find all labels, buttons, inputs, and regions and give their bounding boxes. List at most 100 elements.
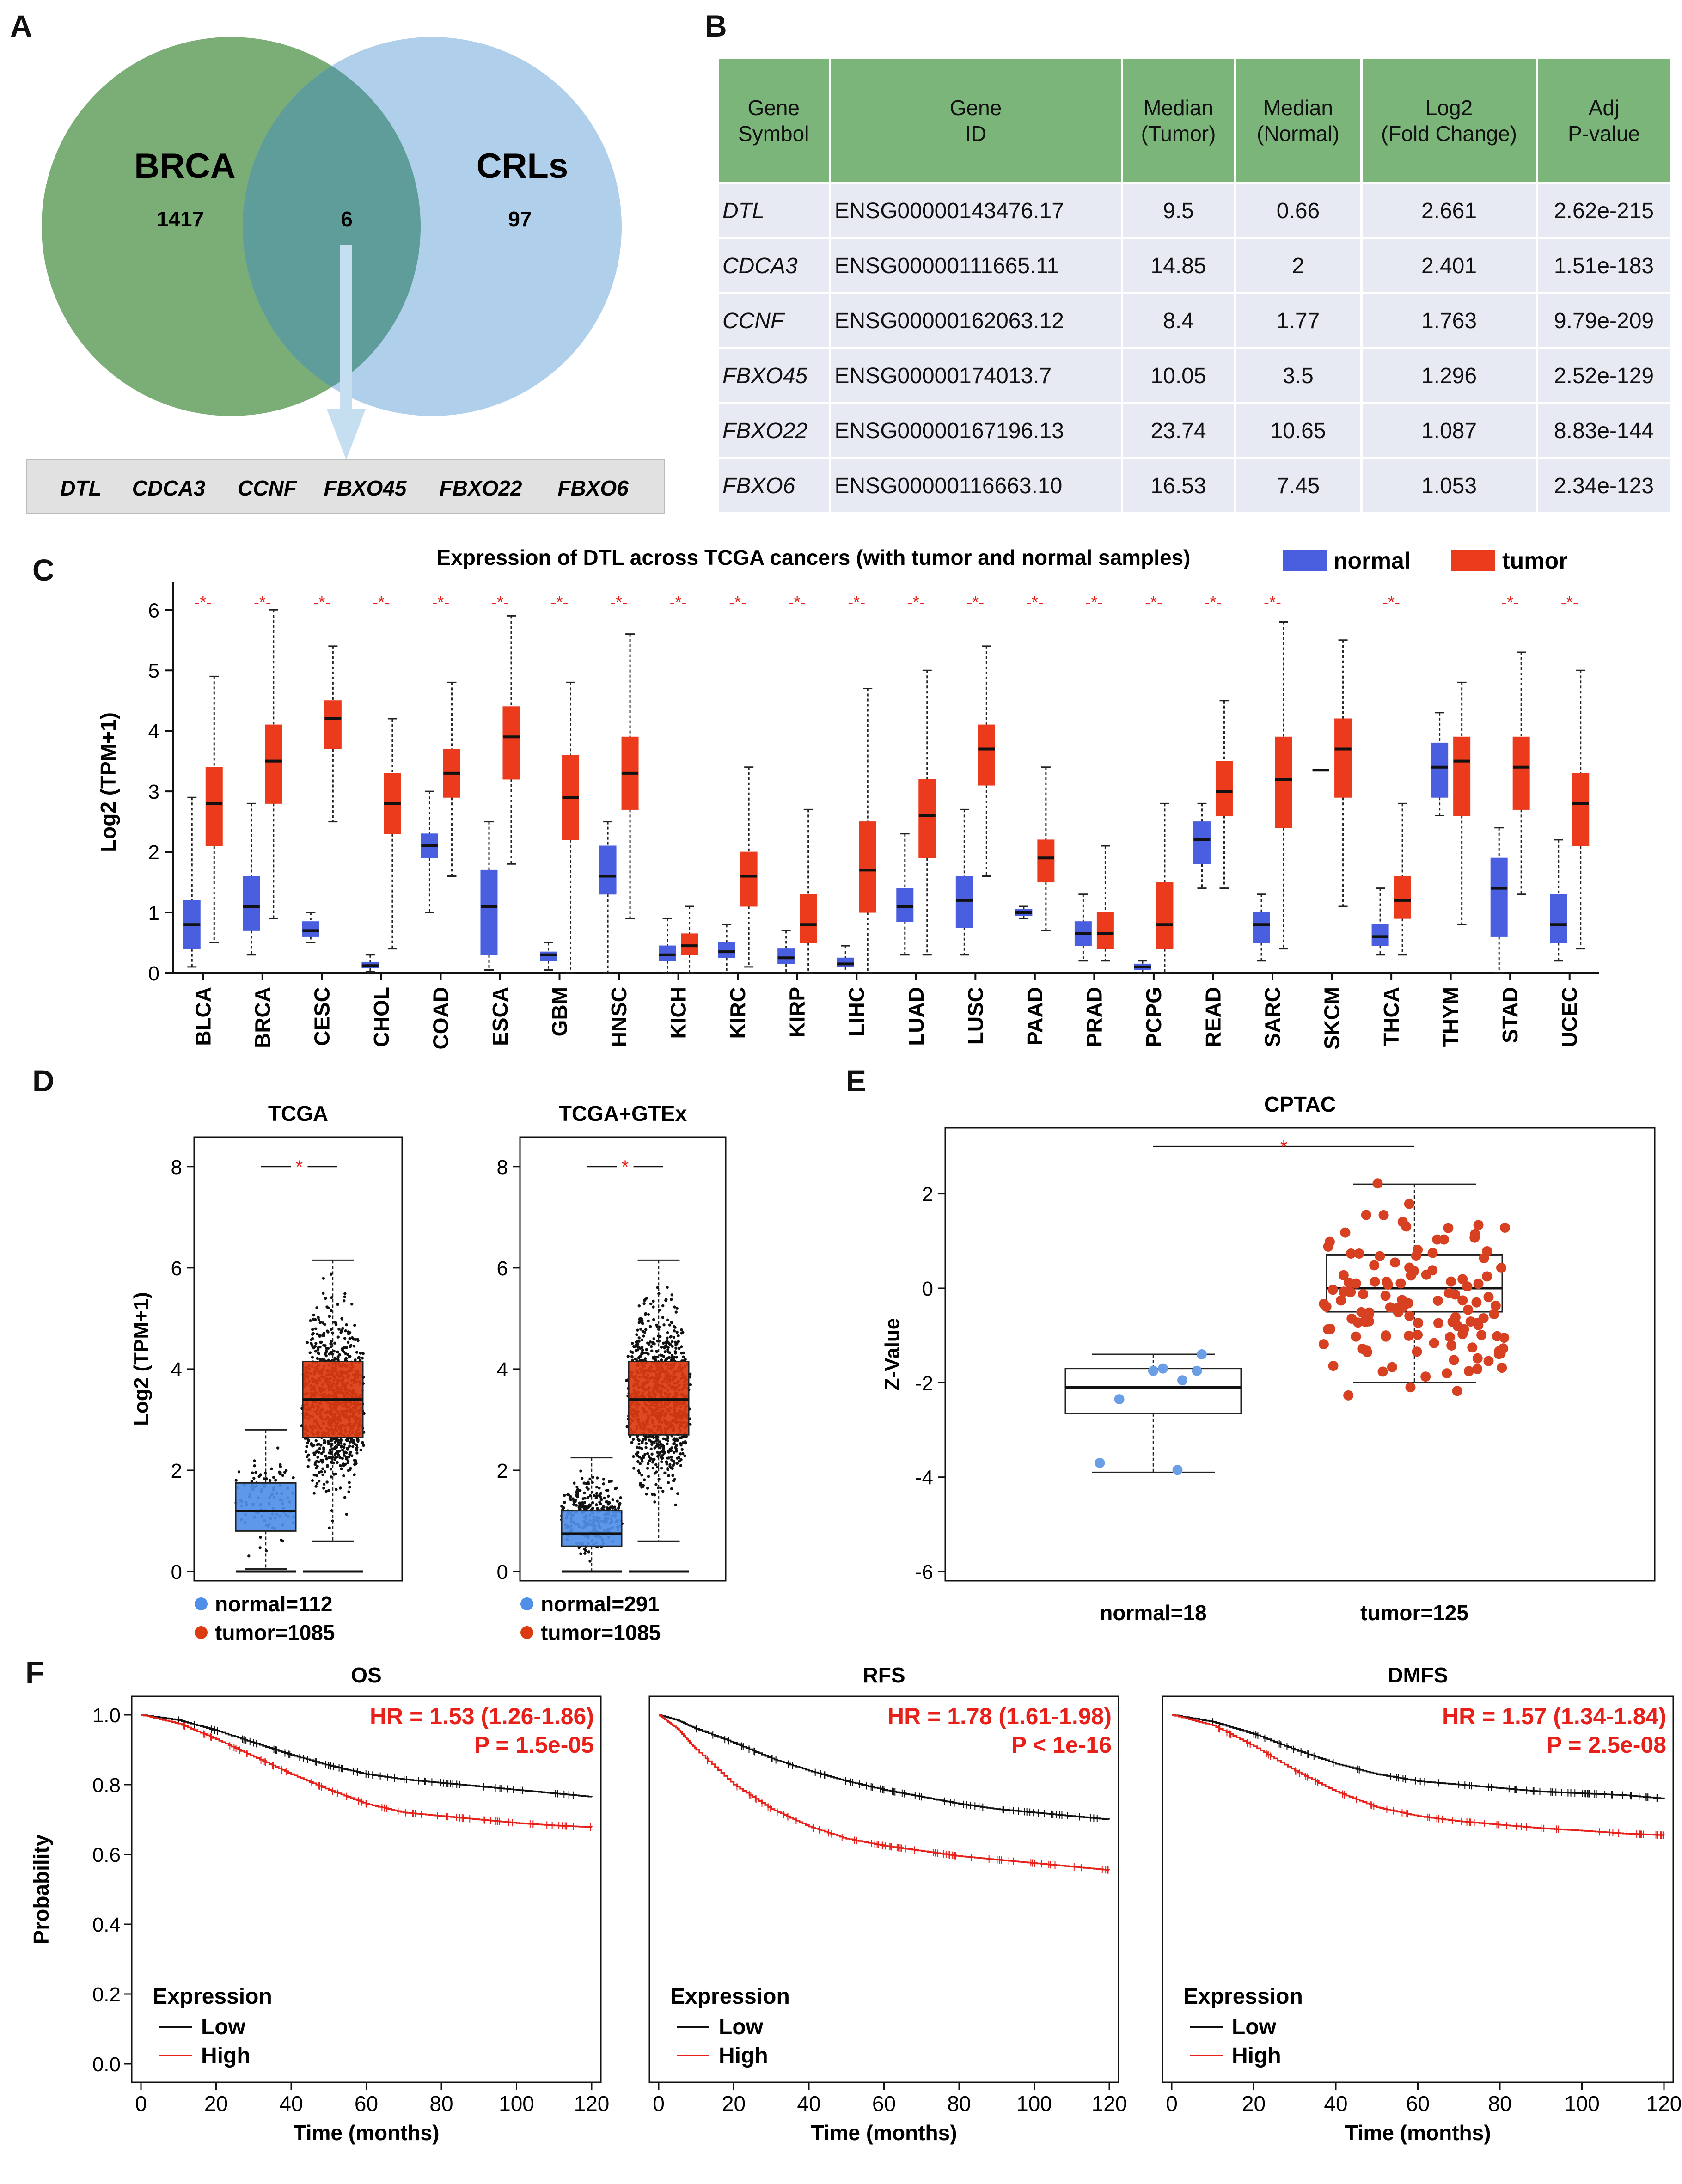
significance-mark: -*- <box>1382 593 1400 612</box>
normal-point <box>251 1471 254 1474</box>
tumor-point <box>654 1483 658 1486</box>
tumor-point <box>346 1448 349 1451</box>
tumor-point <box>644 1328 648 1331</box>
tumor-point <box>1452 1386 1462 1396</box>
tumor-point <box>334 1456 337 1460</box>
tumor-point <box>356 1338 359 1341</box>
normal-thym-box <box>1431 742 1449 798</box>
plot-frame <box>519 1136 727 1582</box>
tumor-kirp-box <box>800 894 817 943</box>
tumor-point <box>667 1450 670 1453</box>
x-tick-label-lihc: LIHC <box>844 987 869 1036</box>
tumor-point <box>663 1350 667 1353</box>
table-cell: ENSG00000167196.13 <box>830 402 1123 459</box>
x-tick-label-kich: KICH <box>667 987 691 1039</box>
x-tick-label-esca: ESCA <box>488 987 512 1046</box>
x-tick-label: 0 <box>135 2092 147 2116</box>
tumor-point <box>672 1336 676 1339</box>
tumor-point <box>1412 1346 1422 1357</box>
tumor-point <box>667 1356 671 1359</box>
tumor-point <box>317 1443 320 1446</box>
legend-swatch-normal <box>1283 550 1327 571</box>
tumor-point <box>1427 1248 1438 1258</box>
tumor-point <box>326 1346 330 1350</box>
tumor-point <box>636 1438 640 1441</box>
normal-point <box>595 1485 599 1489</box>
km-curve-low <box>659 1714 1110 1820</box>
y-axis-label: Log2 (TPM+1) <box>96 712 120 852</box>
tumor-point <box>1395 1278 1406 1289</box>
tumor-point <box>671 1474 674 1477</box>
tumor-point <box>641 1460 644 1463</box>
legend-label-low: Low <box>201 2015 246 2039</box>
tumor-point <box>673 1326 677 1329</box>
tumor-point <box>668 1342 671 1346</box>
tumor-point <box>673 1350 677 1353</box>
y-tick-label: 6 <box>497 1257 508 1280</box>
tumor-point <box>631 1438 635 1441</box>
tumor-point <box>339 1486 342 1489</box>
tumor-point <box>640 1447 643 1450</box>
tumor-point <box>639 1320 642 1324</box>
tumor-point <box>345 1346 349 1349</box>
tumor-point <box>345 1457 348 1461</box>
y-axis-label: Probability <box>29 1834 53 1944</box>
legend-dot-normal <box>195 1597 208 1610</box>
legend-label-low: Low <box>1232 2015 1277 2039</box>
tumor-point <box>1380 1291 1391 1301</box>
tumor-point <box>679 1464 683 1467</box>
tumor-read-box <box>1215 761 1233 816</box>
tumor-point <box>660 1460 663 1463</box>
plot-frame <box>944 1127 1656 1582</box>
tumor-point <box>312 1473 316 1477</box>
tumor-point <box>647 1352 650 1356</box>
tumor-point <box>340 1467 343 1470</box>
tumor-point <box>324 1354 328 1358</box>
tumor-point <box>666 1348 669 1352</box>
tumor-lusc-box <box>978 724 995 786</box>
significance-mark: -*- <box>491 593 509 612</box>
tumor-point <box>348 1337 351 1340</box>
normal-point <box>606 1506 609 1510</box>
legend-label-normal: normal <box>1333 548 1411 574</box>
tumor-point <box>663 1471 667 1474</box>
tumor-point <box>318 1447 321 1450</box>
panel-letter-f: F <box>25 1655 44 1689</box>
tumor-point <box>308 1351 312 1354</box>
x-tick-label-blca: BLCA <box>191 987 215 1046</box>
tumor-point <box>1429 1338 1439 1348</box>
tumor-point <box>649 1302 653 1306</box>
venn-gene-fbxo6: FBXO6 <box>557 476 629 500</box>
normal-point <box>575 1485 579 1489</box>
normal-point <box>272 1476 275 1479</box>
tumor-point <box>626 1355 630 1358</box>
tumor-point <box>675 1462 679 1465</box>
tumor-point <box>638 1446 641 1450</box>
normal-point <box>617 1506 620 1510</box>
tumor-point <box>659 1353 662 1357</box>
tumor-point <box>660 1358 663 1362</box>
tumor-point <box>648 1438 651 1442</box>
tumor-point <box>1405 1382 1416 1393</box>
tumor-point <box>655 1323 658 1327</box>
tumor-point <box>349 1355 352 1358</box>
tumor-point <box>320 1470 323 1474</box>
tumor-point <box>1361 1210 1371 1220</box>
normal-point <box>598 1487 601 1490</box>
tumor-point <box>670 1446 673 1450</box>
tumor-point <box>316 1346 320 1350</box>
y-tick-label: 2 <box>497 1460 508 1482</box>
tumor-point <box>1499 1333 1510 1343</box>
x-tick-label: 40 <box>797 2092 820 2116</box>
tumor-point <box>668 1351 672 1354</box>
table-cell: ENSG00000143476.17 <box>830 182 1123 239</box>
tumor-point <box>666 1442 669 1445</box>
tumor-point <box>665 1358 668 1361</box>
tumor-point <box>330 1340 333 1343</box>
tumor-point <box>320 1358 324 1361</box>
x-tick-label-luad: LUAD <box>904 987 928 1046</box>
normal-stad-box <box>1490 857 1508 937</box>
chart-f-rfs: RFS 0 20 40 60 80 100 120 Time (months) HR = 1.78… <box>648 1663 1127 2145</box>
tumor-point <box>1370 1276 1380 1287</box>
tumor-point <box>671 1340 674 1343</box>
